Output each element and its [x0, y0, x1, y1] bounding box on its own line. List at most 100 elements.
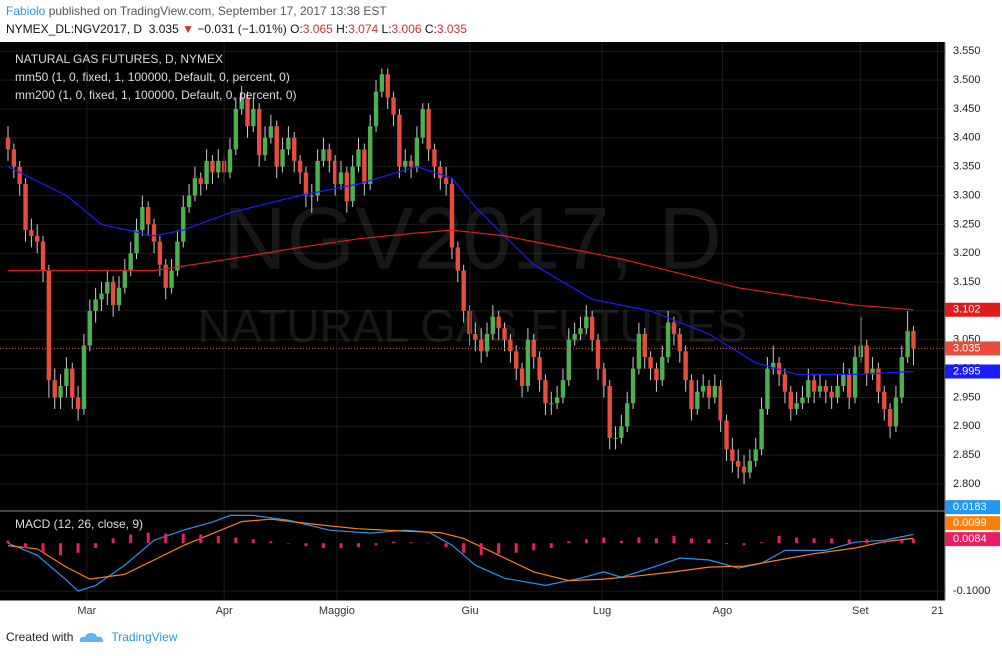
candle-body [619, 426, 624, 438]
candle-body [572, 333, 577, 340]
open: 3.065 [302, 22, 333, 36]
brand[interactable]: TradingView [111, 630, 178, 644]
change: −0.031 (−1.01%) [197, 22, 287, 36]
histogram-bar [911, 539, 915, 544]
candle-body [508, 339, 513, 352]
histogram-bar [637, 537, 641, 544]
histogram-bar [392, 541, 396, 544]
candle-body [852, 357, 858, 398]
candle-body [911, 331, 916, 349]
x-tick-label: Ago [713, 605, 733, 617]
candle-body [146, 207, 151, 225]
y-tick-label: 3.500 [953, 74, 981, 86]
candle-body [537, 357, 542, 381]
candle-body [163, 264, 168, 288]
histogram-bar [164, 533, 168, 544]
candle-body [695, 391, 700, 410]
histogram-bar [234, 537, 238, 544]
pane-title: NATURAL GAS FUTURES, D, NYMEX [15, 52, 223, 66]
price-badge [945, 516, 1000, 531]
candle-body [829, 391, 834, 398]
price-badge-label: 0.0084 [953, 533, 987, 545]
candle-body [46, 270, 52, 381]
created-with: Created with [6, 630, 74, 644]
candle-body [105, 282, 110, 294]
histogram-bar [479, 543, 483, 556]
y-tick-label: -0.1000 [953, 585, 990, 597]
y-tick-label: 3.450 [953, 103, 981, 115]
price-badge [945, 364, 1000, 379]
candle-body [64, 368, 69, 386]
histogram-bar [882, 540, 886, 544]
candle-body [116, 287, 122, 306]
candle-body [759, 409, 764, 450]
author[interactable]: Fabiolo [6, 4, 46, 18]
candle-body [566, 339, 571, 381]
candle-body [496, 316, 501, 329]
y-tick-label: 3.200 [953, 247, 981, 259]
candle-body [525, 339, 531, 386]
histogram-bar [216, 535, 220, 544]
candle-body [268, 126, 274, 138]
l-label: L: [381, 22, 392, 36]
candle-body [192, 178, 198, 196]
logo [80, 632, 104, 642]
histogram-bar [549, 543, 553, 548]
candle-body [765, 368, 770, 410]
candle-body [589, 316, 595, 340]
candle-body [110, 282, 116, 306]
candle-body [689, 380, 694, 410]
candle-body [455, 247, 461, 271]
down-arrow: ▼ [182, 22, 194, 36]
candle-body [730, 449, 735, 461]
candle-body [292, 137, 297, 161]
main-pane [0, 42, 945, 510]
x-tick-label: Mar [77, 605, 96, 617]
histogram-bar [357, 543, 361, 548]
histogram-bar [427, 542, 431, 544]
candle-body [70, 368, 75, 398]
candle-body [806, 380, 811, 398]
candle-body [882, 391, 887, 410]
candle-body [99, 293, 104, 300]
candle-body [338, 172, 344, 184]
y-tick-label: 3.400 [953, 132, 981, 144]
candle-body [23, 183, 28, 231]
histogram-bar [532, 543, 536, 551]
candle-body [893, 397, 899, 427]
candle-body [233, 108, 239, 150]
histogram-bar [865, 539, 869, 544]
candle-body [478, 339, 484, 352]
candle-body [362, 149, 367, 184]
candle-body [262, 137, 268, 156]
publish-line: Fabiolo published on TradingView.com, Se… [6, 4, 387, 18]
candle-body [204, 160, 209, 184]
candle-body [157, 241, 163, 265]
candle-body [350, 166, 355, 202]
candle-body [887, 409, 893, 427]
candle-body [40, 241, 46, 271]
candle-body [490, 316, 496, 334]
line [7, 518, 914, 582]
candle-body [473, 333, 478, 340]
close: 3.035 [436, 22, 467, 36]
candle-body [256, 108, 262, 156]
candle-body [846, 374, 852, 398]
candle-body [835, 385, 840, 398]
price-badge [945, 532, 1000, 547]
candle-body [309, 195, 314, 197]
candle-body [864, 345, 869, 375]
candle-body [151, 224, 157, 242]
histogram-bar [304, 543, 308, 547]
histogram-bar [462, 543, 466, 553]
candle-body [81, 345, 87, 410]
candle-body [718, 385, 723, 421]
candle-body [373, 91, 379, 127]
candle-body [607, 385, 612, 438]
price-badge-label: 0.0099 [953, 517, 987, 529]
o-label: O: [290, 22, 303, 36]
candle-body [899, 357, 904, 398]
histogram-bar [497, 543, 501, 554]
